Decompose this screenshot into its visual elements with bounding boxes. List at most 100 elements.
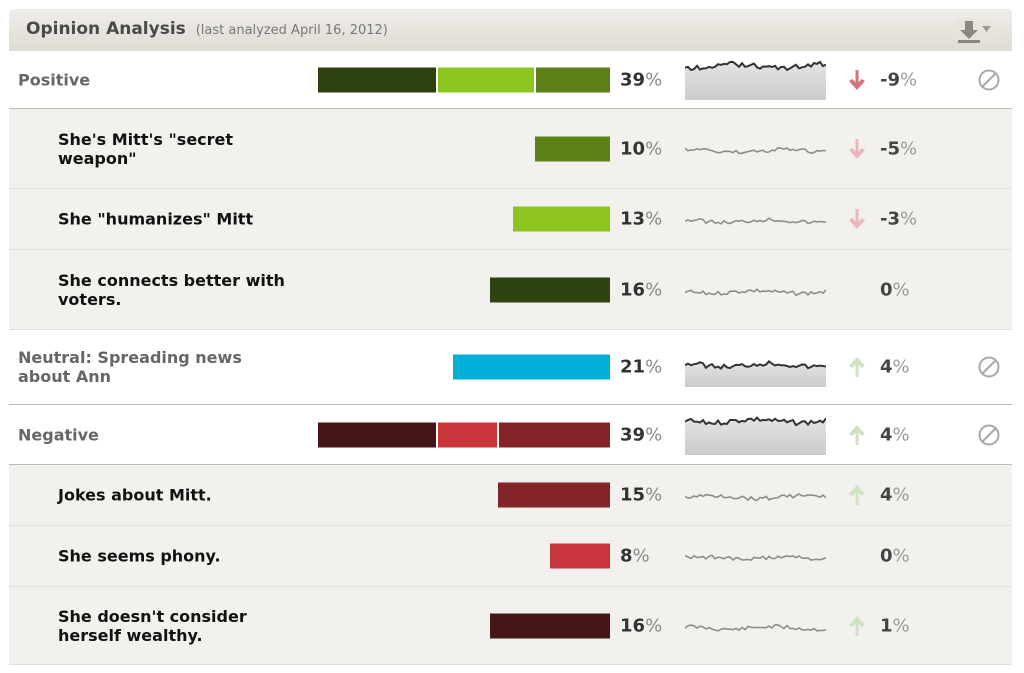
change-value: 1 [880, 615, 893, 636]
bar-segment [534, 67, 610, 92]
share-unit: % [645, 424, 663, 445]
bar-segment [452, 354, 610, 380]
share-unit: % [645, 615, 663, 636]
download-button[interactable] [953, 17, 997, 45]
row-label: She doesn't consider herself wealthy. [58, 606, 247, 645]
share-percent: 13% [620, 209, 662, 230]
trend-sparkline [685, 287, 826, 296]
arrow-up-icon [849, 424, 865, 445]
share-unit: % [645, 69, 663, 90]
change-value: 0 [880, 279, 893, 300]
share-value: 8 [620, 545, 633, 567]
subcategory-row[interactable]: She doesn't consider herself wealthy. 16%… [9, 587, 1012, 665]
last-analyzed-text: (last analyzed April 16, 2012) [195, 23, 388, 38]
row-label: Jokes about Mitt. [58, 485, 212, 505]
share-value: 16 [620, 615, 646, 636]
change-unit: % [892, 279, 910, 300]
row-label: She connects better with voters. [58, 270, 285, 309]
arrow-up-icon [849, 357, 865, 377]
share-value: 39 [620, 69, 646, 90]
block-icon[interactable] [977, 68, 1001, 92]
row-label: Negative [18, 425, 99, 444]
change-percent: -3% [880, 209, 917, 230]
bar-segment [550, 543, 610, 569]
trend-sparkline [685, 623, 826, 632]
change-value: -3 [880, 208, 900, 230]
panel-title: Opinion Analysis (last analyzed April 16… [26, 19, 388, 39]
share-value: 15 [620, 484, 646, 506]
arrow-down-icon [849, 69, 865, 90]
opinion-bar [490, 277, 610, 302]
change-percent: 0% [880, 546, 910, 567]
opinion-bar [317, 67, 610, 92]
panel-title-text: Opinion Analysis [26, 19, 186, 39]
share-percent: 39% [620, 69, 662, 90]
share-percent: 16% [620, 279, 662, 300]
arrow-up-icon [849, 615, 865, 636]
change-value: 4 [880, 484, 893, 506]
row-label: Neutral: Spreading news about Ann [18, 348, 242, 386]
bar-segment [435, 67, 535, 92]
share-percent: 10% [620, 138, 662, 159]
subcategory-row[interactable]: She's Mitt's "secret weapon" 10% -5% [9, 109, 1012, 189]
category-row[interactable]: Negative 39% 4% [9, 405, 1012, 465]
change-percent: -5% [880, 138, 917, 159]
change-unit: % [900, 138, 918, 159]
change-percent: 0% [880, 279, 910, 300]
share-value: 21 [620, 356, 646, 378]
opinion-bar [550, 543, 610, 569]
change-unit: % [892, 484, 910, 506]
change-unit: % [892, 615, 910, 636]
category-row[interactable]: Positive 39% -9% [9, 51, 1012, 109]
category-row[interactable]: Neutral: Spreading news about Ann 21% 4% [9, 330, 1012, 405]
bar-segment [435, 422, 498, 447]
share-unit: % [645, 356, 663, 378]
change-percent: 4% [880, 424, 910, 445]
share-unit: % [645, 279, 663, 300]
share-value: 13 [620, 208, 646, 230]
trend-sparkline [685, 554, 826, 562]
change-unit: % [900, 208, 918, 230]
subcategory-row[interactable]: She seems phony. 8% 0% [9, 526, 1012, 587]
change-value: 0 [880, 545, 893, 567]
bar-segment [317, 422, 436, 447]
share-value: 16 [620, 279, 646, 300]
share-percent: 15% [620, 485, 662, 506]
panel-header: Opinion Analysis (last analyzed April 16… [9, 9, 1012, 51]
opinion-bar [490, 613, 610, 638]
opinion-analysis-panel: Opinion Analysis (last analyzed April 16… [9, 9, 1012, 665]
arrow-up-icon [849, 485, 865, 505]
row-label: She's Mitt's "secret weapon" [58, 129, 234, 168]
block-icon[interactable] [977, 423, 1001, 447]
bar-segment [497, 422, 610, 447]
change-unit: % [892, 424, 910, 445]
block-icon[interactable] [977, 355, 1001, 379]
change-value: -9 [880, 69, 900, 90]
subcategory-row[interactable]: She connects better with voters. 16% 0% [9, 250, 1012, 330]
share-percent: 16% [620, 615, 662, 636]
download-icon [955, 19, 993, 43]
change-unit: % [892, 356, 910, 378]
bar-segment [512, 206, 610, 232]
share-value: 10 [620, 138, 646, 159]
row-label: She seems phony. [58, 546, 221, 566]
change-value: 4 [880, 424, 893, 445]
arrow-down-icon [849, 209, 865, 229]
share-unit: % [645, 484, 663, 506]
bar-segment [535, 136, 610, 161]
subcategory-row[interactable]: She "humanizes" Mitt 13% -3% [9, 189, 1012, 250]
change-percent: 4% [880, 485, 910, 506]
share-value: 39 [620, 424, 646, 445]
change-percent: -9% [880, 69, 917, 90]
subcategory-row[interactable]: Jokes about Mitt. 15% 4% [9, 465, 1012, 526]
opinion-bar [512, 206, 610, 232]
trend-sparkline [685, 360, 826, 387]
bar-segment [490, 613, 610, 638]
opinion-bar [452, 354, 610, 380]
change-unit: % [892, 545, 910, 567]
opinion-bar [497, 482, 610, 508]
share-percent: 8% [620, 546, 650, 567]
row-label: She "humanizes" Mitt [58, 209, 254, 229]
trend-sparkline [685, 217, 826, 225]
share-unit: % [632, 545, 650, 567]
